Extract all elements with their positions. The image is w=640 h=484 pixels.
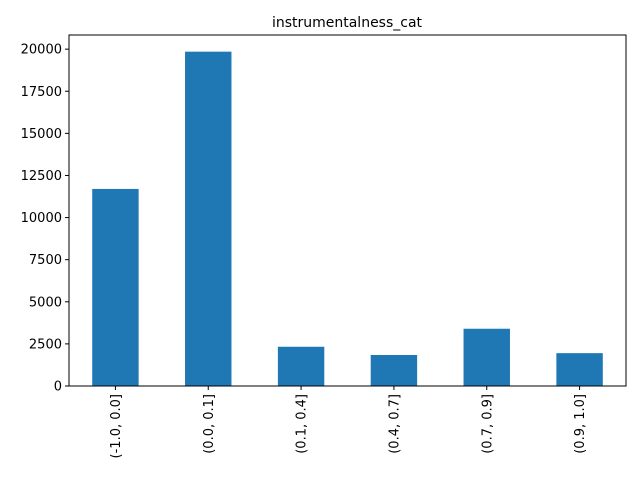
y-tick-label: 12500 [21,169,62,184]
y-tick-label: 20000 [21,43,62,58]
x-axis: (-1.0, 0.0] (0.0, 0.1] (0.1, 0.4] (0.4, 0.7… [109,386,588,458]
y-tick-label: 10000 [21,211,62,226]
bar [277,346,325,386]
y-tick-label: 7500 [29,253,62,268]
bar [370,355,418,386]
bar [463,328,510,386]
bar [92,188,139,386]
y-axis: 0 2500 5000 7500 10000 12500 15000 17500 20000 [21,43,69,395]
x-tick-label: (0.7, 0.9] [480,394,495,454]
bar [185,51,232,387]
x-tick-label: (0.9, 1.0] [573,394,588,454]
x-tick-label: (-1.0, 0.0] [109,394,124,458]
y-tick-label: 2500 [29,337,62,352]
y-tick-label: 15000 [21,127,62,142]
bar [556,353,603,386]
x-tick-label: (0.4, 0.7] [387,394,402,454]
y-tick-label: 5000 [29,295,62,310]
x-tick-label: (0.0, 0.1] [202,394,217,454]
bars-group [92,51,603,387]
plot-frame [68,34,627,387]
y-tick-label: 0 [54,380,62,395]
chart-title: instrumentalness_cat [272,15,423,31]
y-tick-label: 17500 [21,85,62,100]
x-tick-label: (0.1, 0.4] [295,394,310,454]
